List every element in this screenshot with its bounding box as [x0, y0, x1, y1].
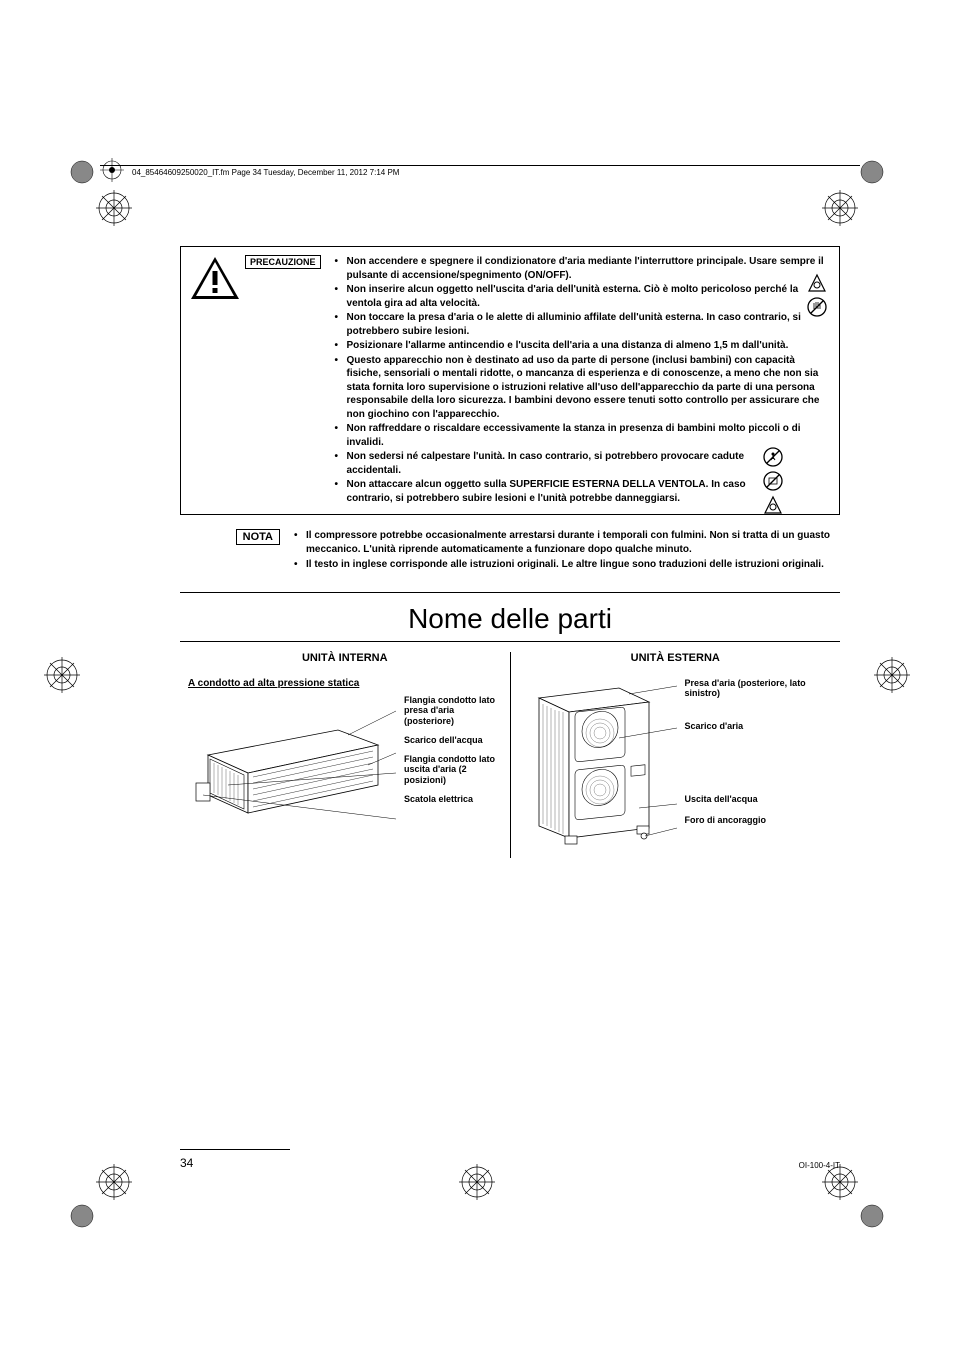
nota-label-column: NOTA [180, 529, 280, 545]
nota-item: Il compressore potrebbe occasionalmente … [292, 529, 840, 556]
caution-icon-column: PRECAUZIONE [189, 255, 321, 301]
indoor-column: UNITÀ INTERNA A condotto ad alta pressio… [180, 652, 510, 858]
nota-block: NOTA Il compressore potrebbe occasionalm… [180, 529, 840, 574]
outdoor-column: UNITÀ ESTERNA [510, 652, 841, 858]
section-title: Nome delle parti [180, 603, 840, 635]
callout-water-drain: Scarico dell'acqua [404, 735, 502, 746]
callout-flange-rear: Flangia condotto lato presa d'aria (post… [404, 695, 502, 727]
prohibit-touch-icon [807, 297, 827, 317]
outdoor-title: UNITÀ ESTERNA [519, 652, 833, 664]
footer-rule [180, 1149, 290, 1150]
caution-small-triangle-icon [807, 273, 827, 293]
prohibit-attach-icon [763, 471, 783, 491]
prohibit-step-icon [763, 447, 783, 467]
nota-list: Il compressore potrebbe occasionalmente … [292, 529, 840, 574]
caution-item: Non raffreddare o riscaldare eccessivame… [333, 422, 829, 449]
color-mark-bl-icon [70, 1204, 94, 1228]
indoor-unit-diagram-icon [188, 695, 398, 835]
caution-item: Questo apparecchio non è destinato ad us… [333, 354, 829, 422]
caution-small-triangle2-icon [763, 495, 783, 515]
caution-list: Non accendere e spegnere il condizionato… [333, 255, 829, 506]
caution-item: Non accendere e spegnere il condizionato… [333, 255, 829, 282]
crop-mark-bl-icon [96, 1164, 132, 1200]
doc-code: OI-100-4-IT [799, 1161, 840, 1170]
diagram-row: UNITÀ INTERNA A condotto ad alta pressio… [180, 641, 840, 858]
caution-item: Non sedersi né calpestare l'unità. In ca… [333, 450, 829, 477]
section-divider [180, 592, 840, 593]
nota-label: NOTA [236, 529, 280, 545]
callout-electrical-box: Scatola elettrica [404, 794, 502, 805]
nota-item: Il testo in inglese corrisponde alle ist… [292, 558, 840, 572]
caution-label: PRECAUZIONE [245, 255, 321, 269]
caution-item-text: Non attaccare alcun oggetto sulla SUPERF… [347, 479, 746, 504]
warning-triangle-icon [189, 255, 241, 301]
outdoor-callouts: Presa d'aria (posteriore, lato sinistro)… [685, 678, 833, 858]
callout-water-outlet: Uscita dell'acqua [685, 794, 833, 805]
callout-air-intake: Presa d'aria (posteriore, lato sinistro) [685, 678, 833, 700]
color-mark-tl-icon [70, 160, 94, 184]
register-mark-icon [100, 158, 124, 182]
indoor-title: UNITÀ INTERNA [188, 652, 502, 664]
color-mark-tr-icon [860, 160, 884, 184]
callout-air-discharge: Scarico d'aria [685, 721, 833, 732]
page-number: 34 [180, 1156, 193, 1170]
indoor-subtitle: A condotto ad alta pressione statica [188, 678, 502, 689]
crop-mark-mr-icon [874, 657, 910, 693]
callout-anchor-hole: Foro di ancoraggio [685, 815, 833, 826]
caution-box: PRECAUZIONE Non accendere e spegnere il … [180, 246, 840, 515]
indoor-callouts: Flangia condotto lato presa d'aria (post… [404, 695, 502, 835]
page-footer: 34 OI-100-4-IT [180, 1156, 840, 1170]
caution-item: Posizionare l'allarme antincendio e l'us… [333, 339, 829, 353]
caution-item: Non toccare la presa d'aria o le alette … [333, 311, 829, 338]
page-content: PRECAUZIONE Non accendere e spegnere il … [180, 160, 840, 858]
caution-item: Non inserire alcun oggetto nell'uscita d… [333, 283, 829, 310]
callout-flange-outlet: Flangia condotto lato uscita d'aria (2 p… [404, 754, 502, 786]
color-mark-br-icon [860, 1204, 884, 1228]
crop-mark-tl-icon [96, 190, 132, 226]
crop-mark-ml-icon [44, 657, 80, 693]
outdoor-unit-diagram-icon [519, 678, 679, 858]
caution-item: Non attaccare alcun oggetto sulla SUPERF… [333, 478, 829, 505]
